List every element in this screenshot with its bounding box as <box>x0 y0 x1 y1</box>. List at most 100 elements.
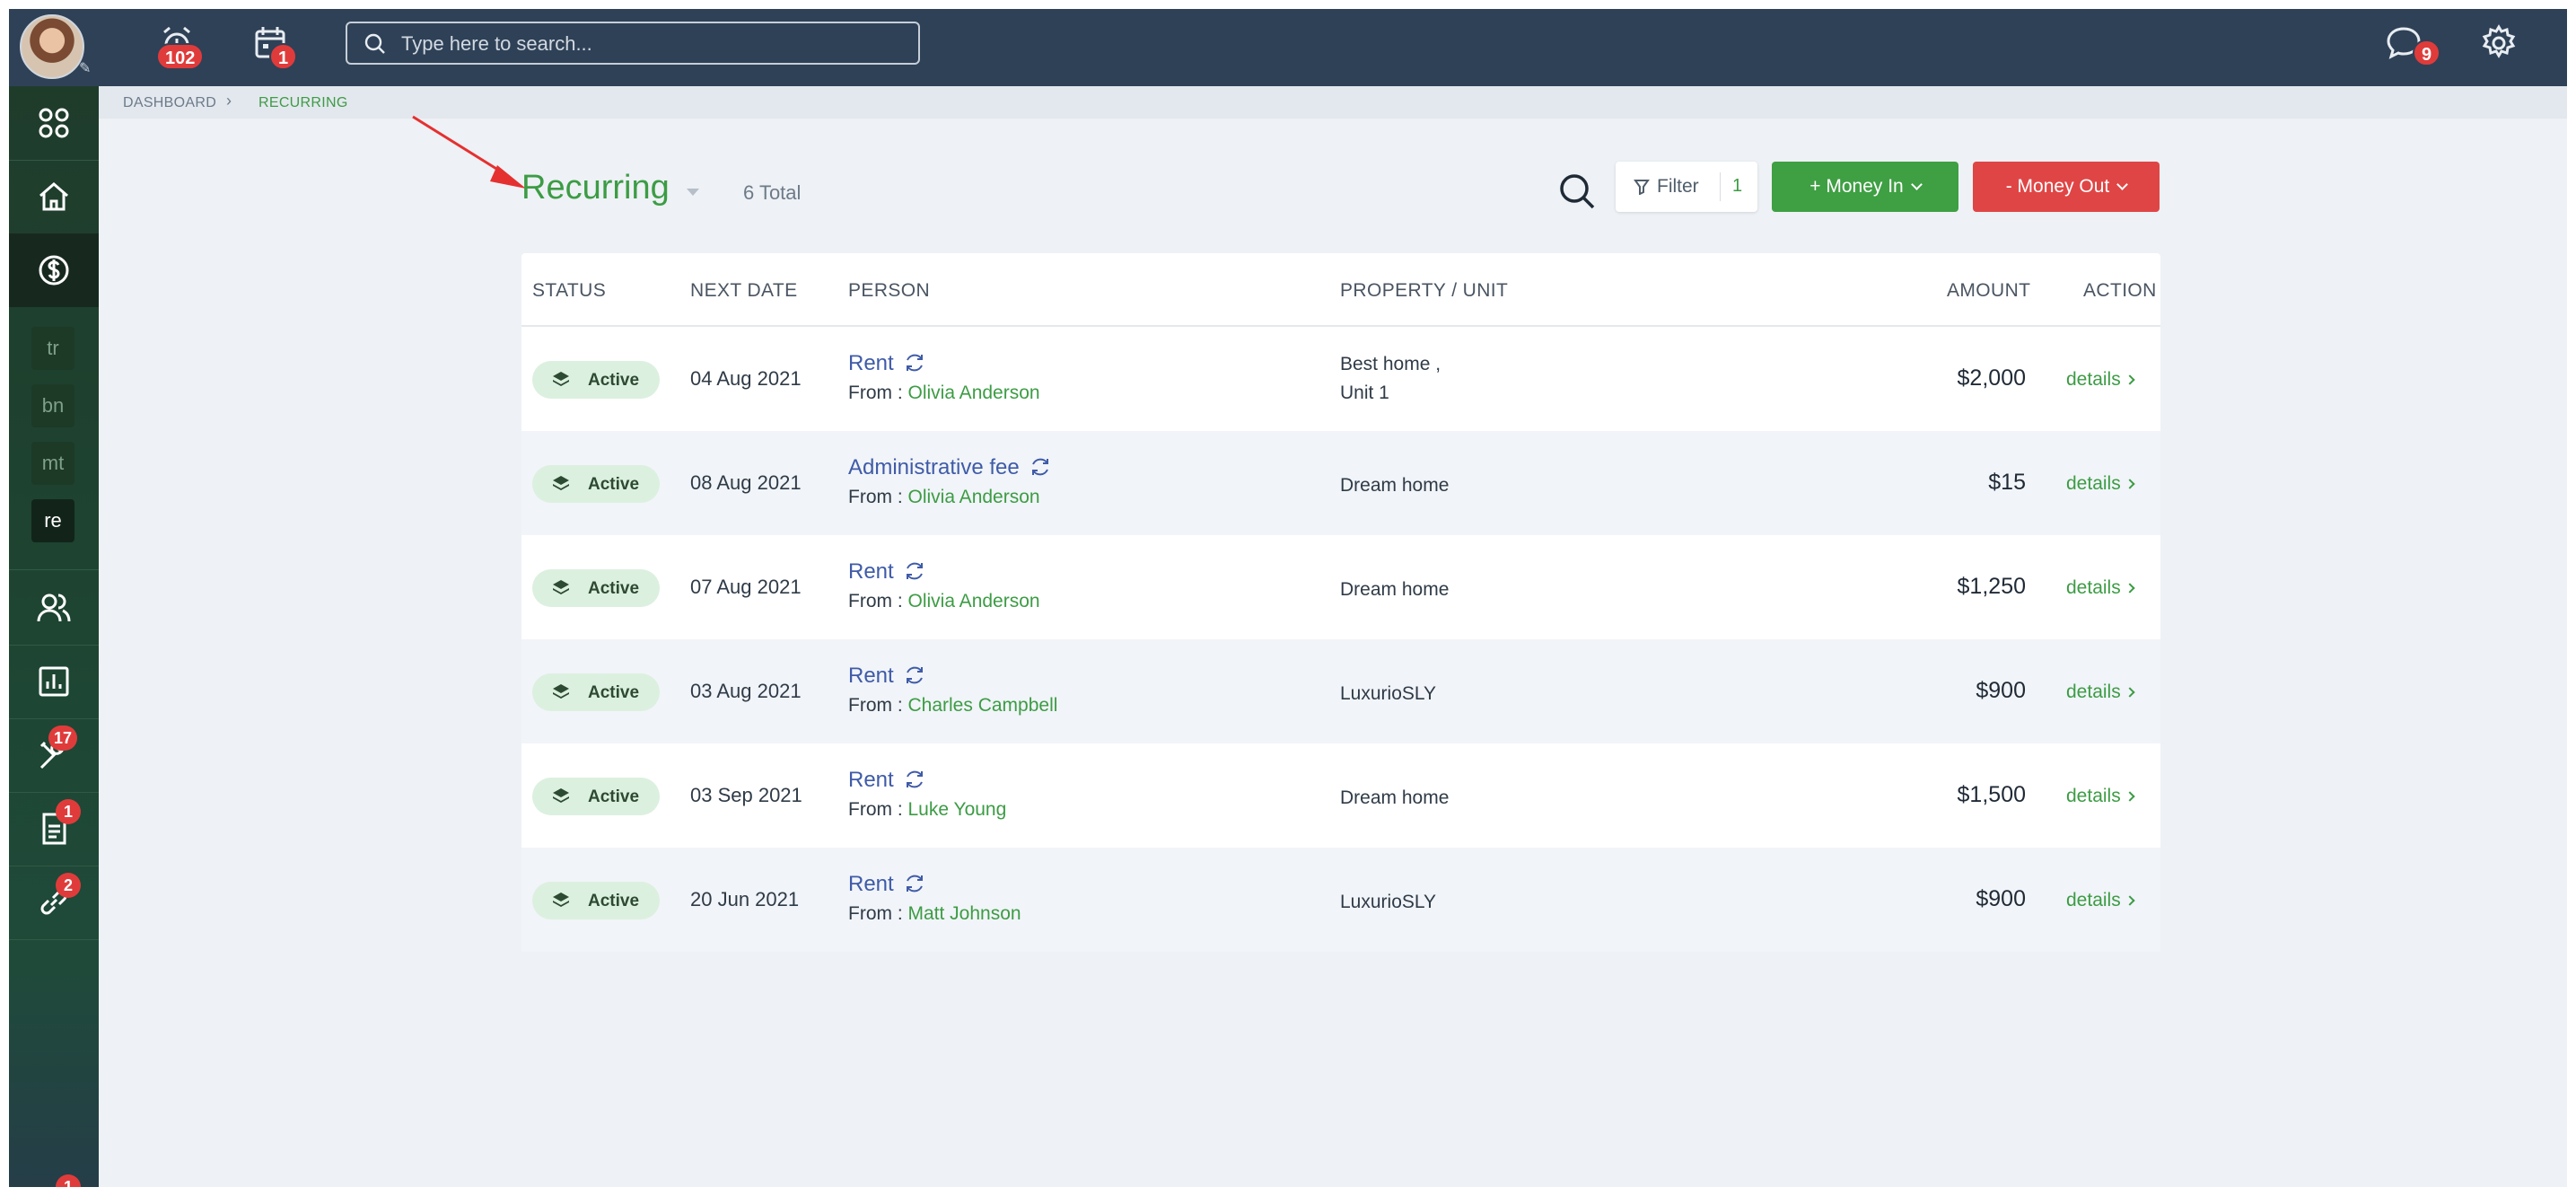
search-icon[interactable] <box>1556 171 1598 212</box>
amount: $1,500 <box>1957 782 2026 807</box>
people-icon <box>37 594 71 622</box>
from-person: From : Olivia Anderson <box>848 383 1040 403</box>
sidebar-item-people[interactable] <box>9 571 99 645</box>
next-date: 20 Jun 2021 <box>690 888 800 910</box>
details-link[interactable]: details <box>2066 890 2135 911</box>
sidebar-sub-bn[interactable]: bn <box>31 384 74 427</box>
sidebar-item-apps[interactable] <box>9 86 99 160</box>
search-icon <box>364 33 385 54</box>
column-property-unit[interactable]: PROPERTY / UNIT <box>1340 280 1509 301</box>
details-link[interactable]: details <box>2066 786 2135 807</box>
recurring-icon <box>906 770 923 788</box>
person-link[interactable]: Olivia Anderson <box>907 591 1040 611</box>
person-link[interactable]: Matt Johnson <box>907 903 1021 924</box>
sidebar-item-reports[interactable] <box>9 645 99 718</box>
breadcrumb: DASHBOARD › RECURRING <box>99 86 2567 119</box>
property-unit: LuxurioSLY <box>1340 892 1437 912</box>
recurring-icon <box>906 666 923 684</box>
amount: $900 <box>1976 886 2026 911</box>
money-out-label: - Money Out <box>2005 176 2110 197</box>
messages-badge: 9 <box>2413 40 2441 66</box>
amount: $15 <box>1988 470 2026 495</box>
property-unit: Dream home <box>1340 787 1450 808</box>
column-amount[interactable]: AMOUNT <box>1947 280 2031 301</box>
sidebar-item-accounting[interactable] <box>9 233 99 307</box>
chevron-down-icon <box>1910 179 1923 190</box>
details-link[interactable]: details <box>2066 577 2135 599</box>
from-person: From : Olivia Anderson <box>848 487 1040 507</box>
column-person[interactable]: PERSON <box>848 280 931 301</box>
breadcrumb-separator: › <box>226 92 232 110</box>
recurring-type-link[interactable]: Rent <box>848 664 926 689</box>
chevron-right-icon <box>2125 791 2135 802</box>
top-bar: ✎ 102 1 9 <box>9 9 2567 86</box>
status-badge: Active <box>532 465 660 503</box>
money-in-button[interactable]: + Money In <box>1772 162 1958 212</box>
title-dropdown-icon[interactable] <box>687 189 699 196</box>
sidebar-item-home[interactable] <box>9 160 99 233</box>
person-link[interactable]: Luke Young <box>907 799 1007 820</box>
property-unit: LuxurioSLY <box>1340 683 1437 704</box>
recurring-type-link[interactable]: Rent <box>848 351 926 376</box>
home-icon <box>39 182 68 211</box>
person-link[interactable]: Olivia Anderson <box>907 383 1040 403</box>
user-avatar[interactable] <box>20 14 84 79</box>
search-box[interactable] <box>346 22 920 65</box>
sidebar-item-links[interactable] <box>9 866 99 939</box>
annotation-arrow-icon <box>412 115 526 189</box>
person-link[interactable]: Charles Campbell <box>907 695 1058 716</box>
next-date: 04 Aug 2021 <box>690 367 802 390</box>
money-out-button[interactable]: - Money Out <box>1973 162 2160 212</box>
settings-gear-icon[interactable] <box>2477 22 2520 65</box>
from-person: From : Olivia Anderson <box>848 591 1040 611</box>
breadcrumb-dashboard[interactable]: DASHBOARD <box>123 95 217 110</box>
recurring-icon <box>906 354 923 372</box>
layers-icon <box>553 372 569 386</box>
person-link[interactable]: Olivia Anderson <box>907 487 1040 507</box>
filter-count: 1 <box>1732 176 1743 196</box>
funnel-icon <box>1634 180 1650 195</box>
status-badge: Active <box>532 569 660 607</box>
bottom-badge: 1 <box>56 1174 81 1187</box>
filter-button[interactable]: Filter 1 <box>1616 162 1757 212</box>
sidebar-sub-re[interactable]: re <box>31 499 74 542</box>
table-row[interactable]: Active 04 Aug 2021 Rent From : Olivia An… <box>521 327 2160 431</box>
details-link[interactable]: details <box>2066 682 2135 703</box>
layers-icon <box>553 893 569 907</box>
table-row[interactable]: Active 03 Aug 2021 Rent From : Charles C… <box>521 639 2160 743</box>
table-row[interactable]: Active 03 Sep 2021 Rent From : Luke Youn… <box>521 743 2160 848</box>
tools-badge: 17 <box>48 726 78 751</box>
search-input[interactable] <box>401 31 904 57</box>
details-link[interactable]: details <box>2066 369 2135 391</box>
status-badge: Active <box>532 361 660 399</box>
bar-chart-icon <box>39 666 69 697</box>
sidebar: tr bn mt re 17 1 <box>9 86 99 1187</box>
table-row[interactable]: Active 20 Jun 2021 Rent From : Matt John… <box>521 848 2160 952</box>
layers-icon <box>553 580 569 594</box>
sidebar-item-documents[interactable] <box>9 792 99 866</box>
property-unit: Best home , Unit 1 <box>1340 354 1441 403</box>
apps-grid-icon <box>39 108 69 138</box>
recurring-icon <box>906 875 923 893</box>
layers-icon <box>553 476 569 490</box>
table-row[interactable]: Active 08 Aug 2021 Administrative fee Fr… <box>521 431 2160 535</box>
column-next-date[interactable]: NEXT DATE <box>690 280 798 301</box>
layers-icon <box>553 788 569 803</box>
property-unit: Dream home <box>1340 475 1450 496</box>
chevron-right-icon <box>2125 583 2135 594</box>
next-date: 03 Sep 2021 <box>690 784 802 806</box>
amount: $900 <box>1976 678 2026 703</box>
page-title[interactable]: Recurring <box>521 169 670 207</box>
money-in-label: + Money In <box>1809 176 1904 197</box>
sidebar-sub-tr[interactable]: tr <box>31 327 74 370</box>
table-row[interactable]: Active 07 Aug 2021 Rent From : Olivia An… <box>521 535 2160 639</box>
recurring-type-link[interactable]: Rent <box>848 768 926 793</box>
column-status[interactable]: STATUS <box>532 280 607 301</box>
filter-label: Filter <box>1657 176 1699 197</box>
sidebar-sub-mt[interactable]: mt <box>31 442 74 485</box>
chevron-right-icon <box>2125 479 2135 489</box>
recurring-type-link[interactable]: Rent <box>848 559 926 585</box>
recurring-type-link[interactable]: Administrative fee <box>848 455 1052 480</box>
recurring-type-link[interactable]: Rent <box>848 872 926 897</box>
details-link[interactable]: details <box>2066 473 2135 495</box>
